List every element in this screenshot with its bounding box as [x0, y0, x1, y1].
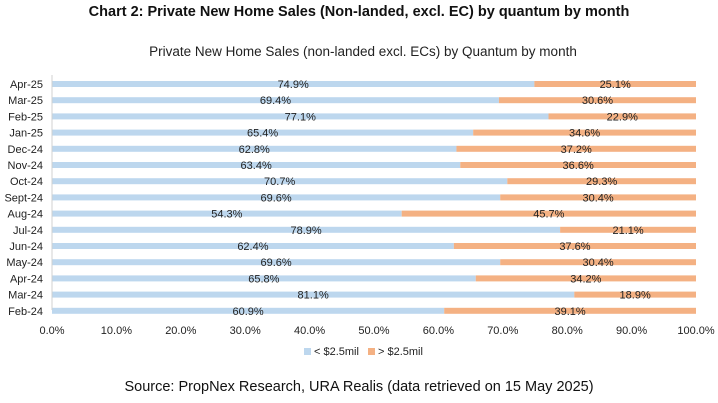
data-label-under-2.5mil: 69.6%: [261, 192, 292, 204]
x-tick-label: 40.0%: [294, 325, 325, 337]
bar-over-2.5mil: [444, 307, 696, 314]
y-tick-label: Nov-24: [8, 160, 43, 172]
data-label-under-2.5mil: 62.4%: [237, 241, 268, 253]
x-tick-label: 0.0%: [39, 325, 64, 337]
x-tick-label: 20.0%: [165, 325, 196, 337]
source-note: Source: PropNex Research, URA Realis (da…: [124, 379, 594, 395]
bar-under-2.5mil: [52, 81, 535, 87]
legend-label: > $2.5mil: [378, 346, 423, 358]
bar-over-2.5mil: [460, 162, 696, 168]
x-tick-label: 10.0%: [101, 325, 132, 337]
data-label-over-2.5mil: 29.3%: [586, 176, 617, 188]
bar-over-2.5mil: [453, 243, 696, 249]
data-label-under-2.5mil: 54.3%: [211, 209, 242, 221]
data-label-over-2.5mil: 34.6%: [569, 128, 600, 140]
bar-over-2.5mil: [500, 194, 696, 201]
bar-under-2.5mil: [52, 275, 476, 282]
x-tick-label: 80.0%: [552, 325, 583, 337]
data-label-over-2.5mil: 30.6%: [582, 95, 613, 107]
data-label-under-2.5mil: 69.6%: [261, 257, 292, 269]
data-label-over-2.5mil: 30.4%: [583, 257, 614, 269]
chart-title: Private New Home Sales (non-landed excl.…: [149, 44, 577, 59]
data-label-under-2.5mil: 63.4%: [241, 160, 272, 172]
data-label-over-2.5mil: 18.9%: [620, 290, 651, 302]
bar-over-2.5mil: [500, 259, 696, 266]
bar-under-2.5mil: [52, 259, 501, 266]
bar-under-2.5mil: [52, 113, 549, 120]
chart-heading: Chart 2: Private New Home Sales (Non-lan…: [88, 4, 630, 20]
data-label-over-2.5mil: 39.1%: [554, 306, 585, 318]
data-label-under-2.5mil: 69.4%: [260, 95, 291, 107]
bar-under-2.5mil: [52, 291, 575, 298]
x-tick-label: 70.0%: [487, 325, 518, 337]
y-tick-label: Mar-24: [8, 290, 43, 302]
bar-over-2.5mil: [475, 275, 696, 282]
data-label-under-2.5mil: 70.7%: [264, 176, 295, 188]
bar-over-2.5mil: [548, 113, 696, 120]
bar-under-2.5mil: [52, 243, 454, 249]
legend-label: < $2.5mil: [314, 346, 359, 358]
bar-over-2.5mil: [574, 291, 696, 298]
x-tick-label: 100.0%: [677, 325, 715, 337]
data-label-over-2.5mil: 30.4%: [583, 192, 614, 204]
data-label-under-2.5mil: 78.9%: [290, 225, 321, 237]
bar-over-2.5mil: [560, 226, 696, 233]
data-label-under-2.5mil: 74.9%: [278, 79, 309, 91]
y-axis-labels: Apr-25 Mar-25 Feb-25 Jan-25 Dec-24 Nov-24 Oct-…: [4, 75, 53, 318]
data-label-over-2.5mil: 45.7%: [533, 209, 564, 221]
y-tick-label: Jan-25: [9, 128, 43, 140]
bar-under-2.5mil: [52, 194, 501, 201]
bar-over-2.5mil: [401, 210, 696, 217]
bar-over-2.5mil: [534, 81, 696, 87]
data-label-under-2.5mil: 60.9%: [232, 306, 263, 318]
data-label-over-2.5mil: 36.6%: [563, 160, 594, 172]
data-label-under-2.5mil: 65.4%: [247, 128, 278, 140]
y-tick-label: Jun-24: [9, 241, 43, 253]
legend-swatch: [368, 348, 375, 355]
data-label-over-2.5mil: 37.2%: [561, 144, 592, 156]
bar-over-2.5mil: [456, 145, 696, 152]
bar-over-2.5mil: [498, 97, 696, 104]
bar-over-2.5mil: [507, 178, 696, 185]
y-tick-label: Aug-24: [8, 209, 43, 221]
data-label-over-2.5mil: 21.1%: [612, 225, 643, 237]
bar-under-2.5mil: [52, 162, 461, 168]
x-axis: 0.0% 10.0% 20.0% 30.0% 40.0% 50.0% 60.0% 70.0% 8…: [39, 325, 714, 337]
bar-under-2.5mil: [52, 145, 457, 152]
data-label-over-2.5mil: 34.2%: [570, 273, 601, 285]
x-tick-label: 30.0%: [230, 325, 261, 337]
bar-under-2.5mil: [52, 226, 561, 233]
y-tick-label: Sept-24: [4, 192, 43, 204]
data-label-under-2.5mil: 77.1%: [285, 111, 316, 123]
y-tick-label: Dec-24: [8, 144, 43, 156]
bar-under-2.5mil: [52, 97, 499, 104]
bar-under-2.5mil: [52, 129, 474, 136]
y-tick-label: Oct-24: [10, 176, 43, 188]
data-label-under-2.5mil: 81.1%: [298, 290, 329, 302]
data-label-over-2.5mil: 37.6%: [559, 241, 590, 253]
y-tick-label: Feb-24: [8, 306, 43, 318]
x-tick-label: 90.0%: [616, 325, 647, 337]
data-label-over-2.5mil: 22.9%: [607, 111, 638, 123]
x-tick-label: 50.0%: [358, 325, 389, 337]
legend: < $2.5mil > $2.5mil: [304, 346, 423, 358]
bar-area: 74.9% 25.1% 69.4% 30.6% 77.1% 22.9% 65.4% 34.6%…: [52, 79, 696, 318]
y-tick-label: Mar-25: [8, 95, 43, 107]
y-tick-label: May-24: [6, 257, 43, 269]
bar-under-2.5mil: [52, 307, 445, 314]
y-tick-label: Apr-24: [10, 273, 43, 285]
bar-under-2.5mil: [52, 178, 508, 185]
y-tick-label: Apr-25: [10, 79, 43, 91]
bar-over-2.5mil: [473, 129, 696, 136]
data-label-under-2.5mil: 62.8%: [239, 144, 270, 156]
bar-under-2.5mil: [52, 210, 402, 217]
y-tick-label: Jul-24: [13, 225, 43, 237]
data-label-over-2.5mil: 25.1%: [600, 79, 631, 91]
x-tick-label: 60.0%: [423, 325, 454, 337]
y-tick-label: Feb-25: [8, 111, 43, 123]
data-label-under-2.5mil: 65.8%: [248, 273, 279, 285]
legend-swatch: [304, 348, 311, 355]
